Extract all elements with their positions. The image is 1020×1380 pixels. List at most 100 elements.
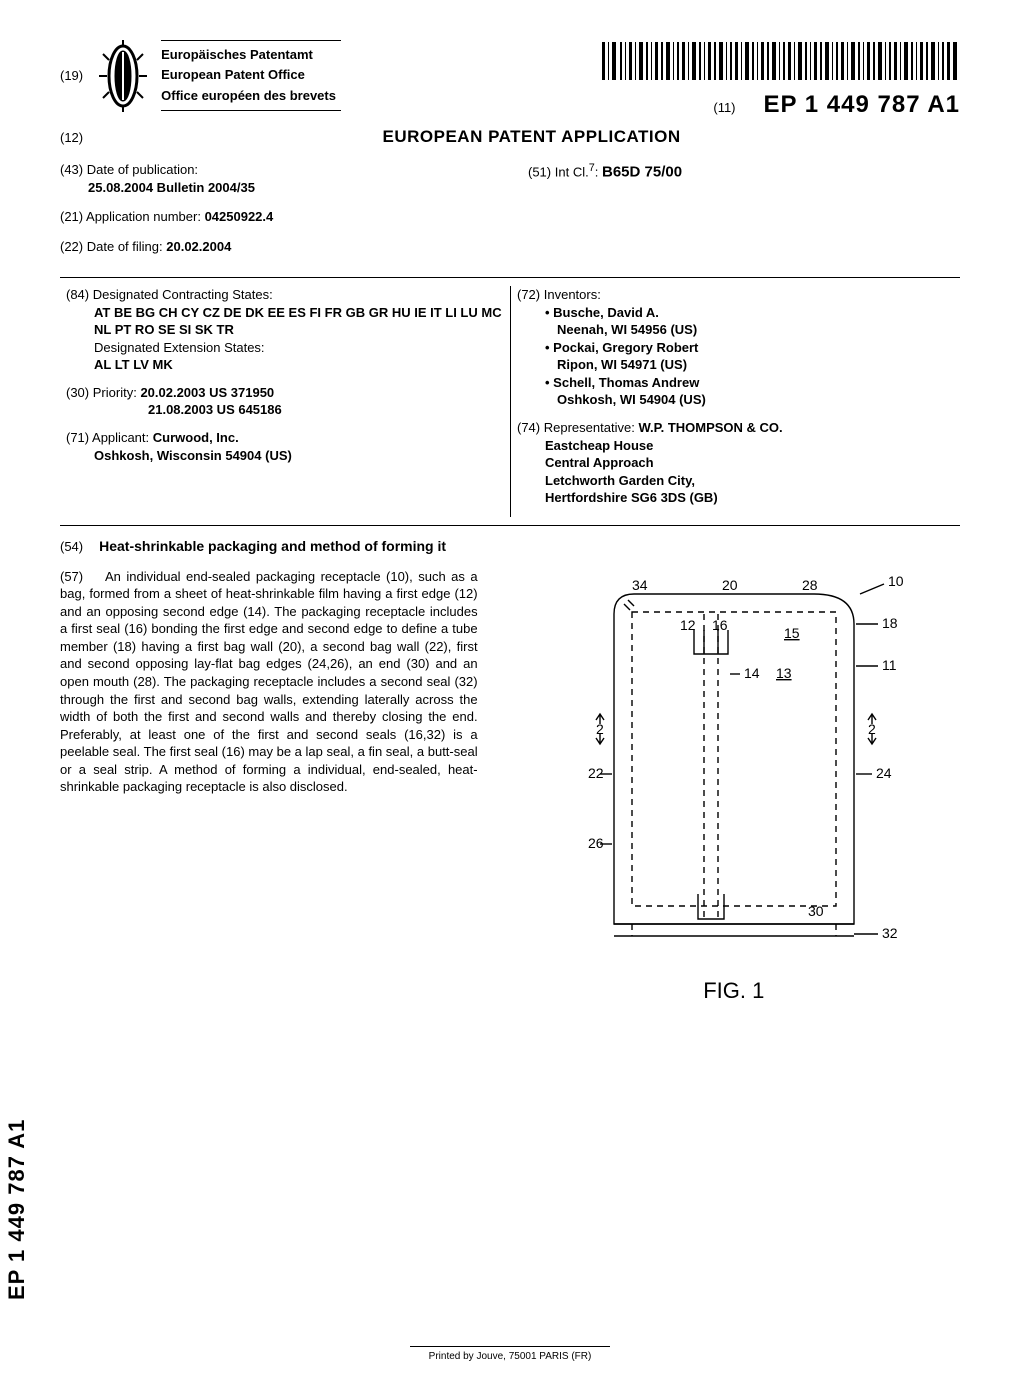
- fig-label-26: 26: [588, 835, 604, 851]
- footer-text: Printed by Jouve, 75001 PARIS (FR): [429, 1351, 592, 1362]
- ext-states-value: AL LT LV MK: [66, 356, 504, 374]
- footer: Printed by Jouve, 75001 PARIS (FR): [0, 1346, 1020, 1362]
- priority-1: 20.02.2003 US 371950: [140, 385, 274, 400]
- inventors-item: (72) Inventors: • Busche, David A. Neena…: [517, 286, 954, 409]
- pub-date-item: (43) Date of publication: 25.08.2004 Bul…: [60, 161, 492, 196]
- filing-date-label: Date of filing:: [87, 239, 163, 254]
- ipc-label: Int Cl.: [555, 164, 589, 179]
- code-43: (43): [60, 162, 83, 177]
- inv3-name: Schell, Thomas Andrew: [553, 375, 699, 390]
- fig-label-13: 13: [776, 665, 792, 681]
- inventor-2-name: • Pockai, Gregory Robert: [517, 339, 954, 357]
- invention-title-row: (54) Heat-shrinkable packaging and metho…: [60, 538, 960, 554]
- app-number-item: (21) Application number: 04250922.4: [60, 208, 492, 226]
- abstract-text: (57) An individual end-sealed packaging …: [60, 568, 478, 1004]
- fig-label-18: 18: [882, 615, 898, 631]
- footer-rule: [410, 1346, 610, 1347]
- office-names: Europäisches Patentamt European Patent O…: [161, 40, 341, 111]
- fig-label-10: 10: [888, 574, 904, 589]
- ipc-code: B65D 75/00: [602, 163, 682, 180]
- rep-line-4: Hertfordshire SG6 3DS (GB): [517, 489, 954, 507]
- fig-label-2a: 2: [596, 721, 604, 737]
- ipc-item: (51) Int Cl.7: B65D 75/00: [528, 161, 960, 183]
- code-71: (71): [66, 430, 89, 445]
- abstract-row: (57) An individual end-sealed packaging …: [60, 568, 960, 1004]
- header-row: (19) Europäisches Patentamt European Pat…: [60, 40, 960, 119]
- representative-item: (74) Representative: W.P. THOMPSON & CO.…: [517, 419, 954, 507]
- filing-date-item: (22) Date of filing: 20.02.2004: [60, 238, 492, 256]
- fig-label-32: 32: [882, 925, 898, 941]
- inventor-1-name: • Busche, David A.: [517, 304, 954, 322]
- code-57: (57): [60, 569, 83, 584]
- pub-date-label: Date of publication:: [87, 162, 198, 177]
- applicant-address: Oshkosh, Wisconsin 54904 (US): [66, 447, 292, 465]
- code-54: (54): [60, 539, 83, 554]
- code-51: (51): [528, 164, 551, 179]
- filing-date-value: 20.02.2004: [166, 239, 231, 254]
- states-label: Designated Contracting States:: [93, 287, 273, 302]
- meta-row: (43) Date of publication: 25.08.2004 Bul…: [60, 161, 960, 267]
- code-74: (74): [517, 420, 540, 435]
- meta-left: (43) Date of publication: 25.08.2004 Bul…: [60, 161, 492, 267]
- fig-label-14: 14: [744, 665, 760, 681]
- figure-caption: FIG. 1: [703, 978, 764, 1004]
- inventor-3-addr: Oshkosh, WI 54904 (US): [517, 391, 954, 409]
- biblio-box: (84) Designated Contracting States: AT B…: [60, 277, 960, 526]
- code-12: (12): [60, 130, 83, 145]
- rep-line-1: Eastcheap House: [517, 437, 954, 455]
- inv1-name: Busche, David A.: [553, 305, 659, 320]
- code-72: (72): [517, 287, 540, 302]
- inv2-name: Pockai, Gregory Robert: [553, 340, 698, 355]
- rep-name: W.P. THOMPSON & CO.: [638, 420, 782, 435]
- invention-title: Heat-shrinkable packaging and method of …: [99, 538, 446, 554]
- office-name-de: Europäisches Patentamt: [161, 45, 341, 65]
- app-number-label: Application number:: [86, 209, 201, 224]
- header-left: (19) Europäisches Patentamt European Pat…: [60, 40, 341, 112]
- app-number-value: 04250922.4: [205, 209, 274, 224]
- fig-label-20: 20: [722, 577, 738, 593]
- inventor-3-name: • Schell, Thomas Andrew: [517, 374, 954, 392]
- side-publication-number: EP 1 449 787 A1: [4, 1119, 30, 1300]
- fig-label-24: 24: [876, 765, 892, 781]
- figure-block: 10 34 20 28 18 15 12 16 11 14 13 2 2 22 …: [508, 568, 960, 1004]
- meta-right: (51) Int Cl.7: B65D 75/00: [528, 161, 960, 267]
- fig-label-30: 30: [808, 903, 824, 919]
- applicant-label: Applicant:: [92, 430, 149, 445]
- fig-label-15: 15: [784, 625, 800, 641]
- office-name-fr: Office européen des brevets: [161, 86, 341, 111]
- figure-1-icon: 10 34 20 28 18 15 12 16 11 14 13 2 2 22 …: [554, 574, 914, 974]
- rep-line-3: Letchworth Garden City,: [517, 472, 954, 490]
- priority-2: 21.08.2003 US 645186: [66, 401, 282, 419]
- ipc-colon: :: [595, 164, 599, 179]
- inventor-2-addr: Ripon, WI 54971 (US): [517, 356, 954, 374]
- box-right: (72) Inventors: • Busche, David A. Neena…: [510, 286, 960, 517]
- code-22: (22): [60, 239, 83, 254]
- applicant-item: (71) Applicant: Curwood, Inc. Oshkosh, W…: [66, 429, 504, 464]
- applicant-name: Curwood, Inc.: [153, 430, 239, 445]
- pub-date-value: 25.08.2004 Bulletin 2004/35: [60, 179, 255, 197]
- code-30: (30): [66, 385, 89, 400]
- fig-label-28: 28: [802, 577, 818, 593]
- priority-label: Priority:: [93, 385, 137, 400]
- logo-block: Europäisches Patentamt European Patent O…: [95, 40, 341, 112]
- code-84: (84): [66, 287, 89, 302]
- priority-item: (30) Priority: 20.02.2003 US 371950 21.0…: [66, 384, 504, 419]
- rep-line-2: Central Approach: [517, 454, 954, 472]
- ext-states-label: Designated Extension States:: [66, 339, 504, 357]
- fig-label-34: 34: [632, 577, 648, 593]
- doc-type-title: EUROPEAN PATENT APPLICATION: [103, 127, 960, 147]
- publication-number: EP 1 449 787 A1: [764, 91, 960, 119]
- fig-label-2b: 2: [868, 721, 876, 737]
- fig-label-16: 16: [712, 617, 728, 633]
- states-value: AT BE BG CH CY CZ DE DK EE ES FI FR GB G…: [66, 304, 504, 339]
- rep-label: Representative:: [544, 420, 635, 435]
- code-19: (19): [60, 68, 83, 83]
- inventor-1-addr: Neenah, WI 54956 (US): [517, 321, 954, 339]
- abstract-body: An individual end-sealed packaging recep…: [60, 569, 478, 795]
- publication-number-row: (11) EP 1 449 787 A1: [600, 91, 960, 119]
- code-21: (21): [60, 209, 83, 224]
- fig-label-22: 22: [588, 765, 604, 781]
- office-name-en: European Patent Office: [161, 65, 341, 85]
- doc-title-row: (12) EUROPEAN PATENT APPLICATION: [60, 127, 960, 147]
- header-right: (11) EP 1 449 787 A1: [600, 40, 960, 119]
